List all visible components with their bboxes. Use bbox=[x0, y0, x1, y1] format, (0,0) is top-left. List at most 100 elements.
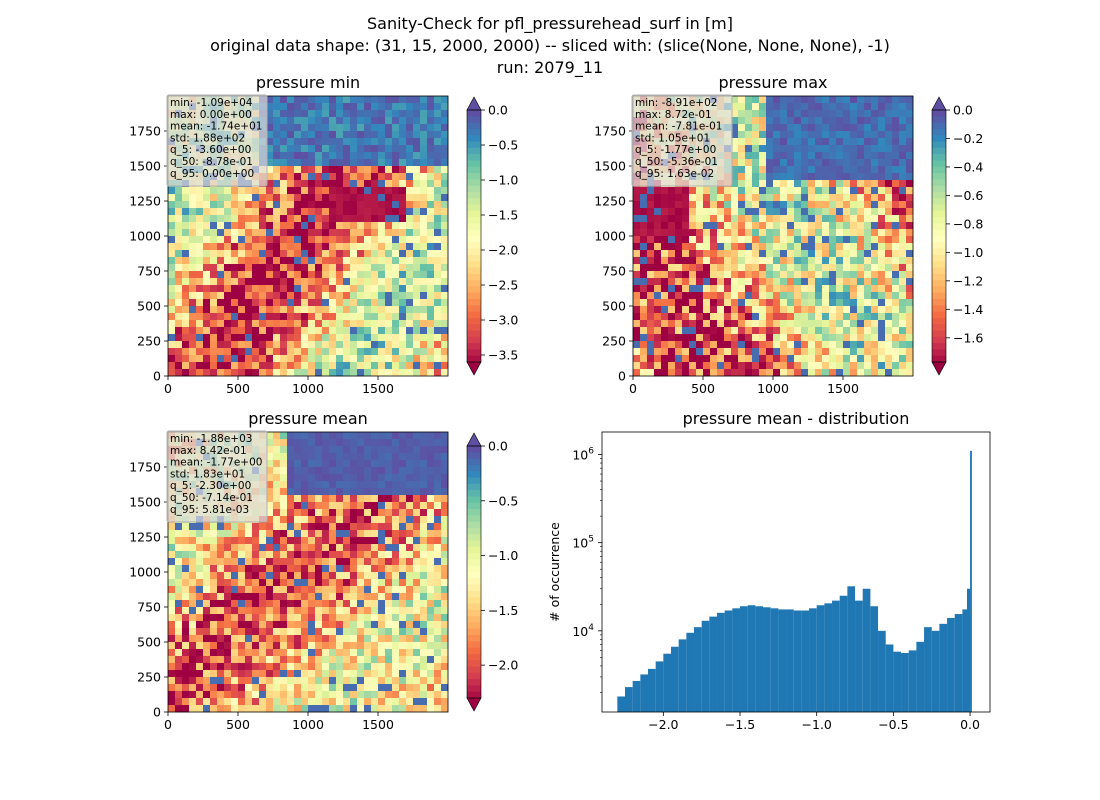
heatmap-cell bbox=[420, 558, 428, 566]
heatmap-cell bbox=[364, 663, 372, 671]
colorbar-segment bbox=[467, 223, 481, 231]
heatmap-cell bbox=[357, 579, 365, 587]
heatmap-cell bbox=[682, 299, 690, 307]
heatmap-cell bbox=[336, 306, 344, 314]
heatmap-cell bbox=[280, 565, 288, 573]
heatmap-cell bbox=[703, 348, 711, 356]
heatmap-cell bbox=[399, 495, 407, 503]
heatmap-cell bbox=[350, 229, 358, 237]
colorbar-segment bbox=[932, 254, 946, 262]
heatmap-cell bbox=[175, 537, 183, 545]
heatmap-cell bbox=[668, 215, 676, 223]
heatmap-cell bbox=[287, 628, 295, 636]
heatmap-cell bbox=[315, 509, 323, 517]
heatmap-cell bbox=[766, 341, 774, 349]
heatmap-cell bbox=[647, 278, 655, 286]
heatmap-cell bbox=[794, 145, 802, 153]
heatmap-cell bbox=[787, 187, 795, 195]
heatmap-cell bbox=[413, 327, 421, 335]
heatmap-cell bbox=[392, 215, 400, 223]
heatmap-cell bbox=[343, 446, 351, 454]
heatmap-cell bbox=[266, 229, 274, 237]
heatmap-cell bbox=[217, 586, 225, 594]
heatmap-cell bbox=[364, 691, 372, 699]
heatmap-cell bbox=[343, 474, 351, 482]
heatmap-cell bbox=[843, 187, 851, 195]
heatmap-cell bbox=[259, 187, 267, 195]
heatmap-cell bbox=[336, 257, 344, 265]
heatmap-cell bbox=[801, 194, 809, 202]
heatmap-cell bbox=[287, 138, 295, 146]
heatmap-cell bbox=[259, 341, 267, 349]
heatmap-cell bbox=[315, 264, 323, 272]
heatmap-cell bbox=[752, 271, 760, 279]
heatmap-cell bbox=[252, 222, 260, 230]
heatmap-cell bbox=[710, 236, 718, 244]
heatmap-cell bbox=[892, 131, 900, 139]
heatmap-cell bbox=[899, 257, 907, 265]
heatmap-cell bbox=[420, 103, 428, 111]
heatmap-cell bbox=[633, 320, 641, 328]
heatmap-cell bbox=[906, 320, 914, 328]
colorbar-tick-label: −0.4 bbox=[953, 159, 983, 174]
heatmap-cell bbox=[399, 705, 407, 713]
heatmap-cell bbox=[175, 614, 183, 622]
heatmap-cell bbox=[385, 453, 393, 461]
heatmap-cell bbox=[329, 551, 337, 559]
heatmap-cell bbox=[399, 229, 407, 237]
heatmap-cell bbox=[780, 222, 788, 230]
heatmap-cell bbox=[364, 313, 372, 321]
heatmap-cell bbox=[336, 362, 344, 370]
heatmap-cell bbox=[182, 621, 190, 629]
heatmap-cell bbox=[801, 173, 809, 181]
heatmap-cell bbox=[682, 257, 690, 265]
colorbar-segment bbox=[932, 324, 946, 331]
heatmap-cell bbox=[682, 250, 690, 258]
heatmap-cell bbox=[392, 271, 400, 279]
heatmap-cell bbox=[336, 348, 344, 356]
heatmap-cell bbox=[378, 558, 386, 566]
heatmap-cell bbox=[836, 306, 844, 314]
heatmap-cell bbox=[301, 572, 309, 580]
heatmap-cell bbox=[378, 166, 386, 174]
colorbar-tick-label: −1.2 bbox=[953, 273, 983, 288]
heatmap-cell bbox=[196, 544, 204, 552]
heatmap-cell bbox=[392, 586, 400, 594]
heatmap-cell bbox=[294, 607, 302, 615]
heatmap-cell bbox=[773, 243, 781, 251]
heatmap-cell bbox=[336, 488, 344, 496]
colorbar-segment bbox=[932, 179, 946, 186]
heatmap-cell bbox=[745, 334, 753, 342]
heatmap-cell bbox=[343, 516, 351, 524]
heatmap-cell bbox=[210, 257, 218, 265]
heatmap-cell bbox=[378, 327, 386, 335]
heatmap-cell bbox=[266, 621, 274, 629]
heatmap-cell bbox=[350, 544, 358, 552]
heatmap-cell bbox=[885, 250, 893, 258]
heatmap-cell bbox=[710, 369, 718, 377]
heatmap-cell bbox=[836, 96, 844, 104]
heatmap-cell bbox=[399, 348, 407, 356]
heatmap-cell bbox=[217, 355, 225, 363]
heatmap-cell bbox=[294, 691, 302, 699]
heatmap-cell bbox=[808, 215, 816, 223]
heatmap-cell bbox=[280, 152, 288, 160]
heatmap-cell bbox=[654, 313, 662, 321]
heatmap-cell bbox=[189, 271, 197, 279]
heatmap-cell bbox=[801, 180, 809, 188]
heatmap-cell bbox=[864, 96, 872, 104]
heatmap-cell bbox=[378, 691, 386, 699]
heatmap-cell bbox=[308, 243, 316, 251]
heatmap-cell bbox=[357, 299, 365, 307]
heatmap-cell bbox=[850, 166, 858, 174]
heatmap-cell bbox=[287, 250, 295, 258]
heatmap-cell bbox=[878, 292, 886, 300]
heatmap-cell bbox=[780, 250, 788, 258]
heatmap-cell bbox=[350, 642, 358, 650]
heatmap-cell bbox=[836, 173, 844, 181]
heatmap-cell bbox=[647, 271, 655, 279]
heatmap-cell bbox=[371, 250, 379, 258]
heatmap-cell bbox=[308, 467, 316, 475]
heatmap-cell bbox=[315, 600, 323, 608]
heatmap-cell bbox=[689, 369, 697, 377]
